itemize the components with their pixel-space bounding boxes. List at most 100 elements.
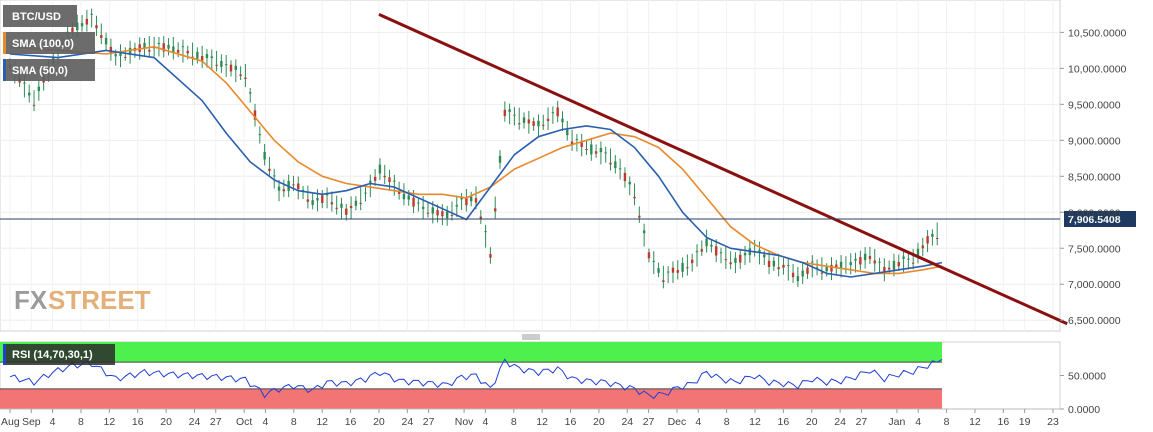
- candle-body: [686, 267, 689, 269]
- main-y-axis: 10,500.0000 10,000.0000 9,500.0000 9,000.00…: [1060, 27, 1127, 327]
- candle-body: [820, 272, 824, 274]
- candle-body: [825, 266, 828, 272]
- candle-body: [681, 262, 684, 272]
- candle-body: [474, 198, 478, 203]
- candle-body: [393, 180, 396, 182]
- rsi-legend-box: [3, 344, 115, 365]
- candle-body: [585, 149, 588, 151]
- candle-body: [143, 42, 146, 48]
- candle-body: [892, 260, 896, 270]
- candle-body: [791, 272, 795, 278]
- price-series: [8, 8, 939, 289]
- candle-body: [758, 249, 761, 253]
- candle-body: [186, 50, 189, 54]
- candle-body: [417, 202, 420, 204]
- candle-body: [599, 148, 603, 153]
- candle-body: [743, 253, 747, 256]
- candle-body: [253, 110, 257, 120]
- candle-body: [580, 141, 583, 147]
- candle-body: [883, 266, 886, 274]
- candle-body: [349, 205, 353, 209]
- x-tick-label: 8: [291, 416, 297, 428]
- candle-body: [556, 107, 559, 117]
- candle-body: [306, 199, 310, 202]
- candle-body: [638, 215, 641, 218]
- candle-body: [354, 200, 358, 206]
- candle-body: [119, 53, 122, 57]
- candle-body: [229, 64, 233, 72]
- candle-body: [498, 155, 502, 163]
- legend-label: SMA (50,0): [12, 65, 68, 77]
- candle-body: [570, 141, 574, 145]
- candle-body: [364, 192, 367, 194]
- candle-body: [849, 262, 852, 266]
- candle-body: [887, 267, 891, 270]
- candle-body: [277, 186, 281, 191]
- x-tick-label: Dec: [668, 416, 687, 428]
- candle-body: [445, 211, 449, 218]
- candle-body: [835, 264, 838, 269]
- candle-body: [273, 175, 276, 177]
- candle-body: [705, 238, 708, 247]
- y-tick-label: 7,500.0000: [1068, 243, 1121, 255]
- y-tick-label: 8,000.0000: [1068, 207, 1121, 219]
- candle-body: [297, 183, 300, 190]
- candle-body: [465, 197, 468, 206]
- candle-body: [162, 43, 165, 52]
- trendline-group: [378, 13, 1068, 326]
- candle-body: [642, 230, 646, 234]
- rsi-line: [9, 358, 943, 400]
- candle-body: [176, 49, 180, 53]
- candle-body: [191, 56, 194, 58]
- candle-body: [604, 152, 607, 154]
- candle-body: [469, 196, 473, 202]
- x-tick-label: Sep: [22, 416, 41, 428]
- candle-body: [662, 280, 665, 283]
- rsi-zones: [0, 342, 942, 409]
- candle-body: [359, 202, 362, 204]
- legend-swatch: [3, 5, 6, 27]
- candle-body: [772, 260, 776, 267]
- candle-body: [806, 267, 809, 274]
- candle-body: [220, 60, 223, 67]
- candle-body: [200, 56, 204, 61]
- x-tick-label: 27: [643, 416, 655, 428]
- rsi-y-tick-label: 50.0000: [1068, 371, 1106, 383]
- candle-body: [566, 129, 569, 136]
- candle-body: [215, 64, 218, 66]
- x-tick-label: 24: [834, 416, 846, 428]
- sma50-series: [9, 49, 943, 278]
- brand-logo: FX STREET: [14, 285, 151, 315]
- candle-body: [522, 117, 526, 123]
- candle-body: [340, 203, 343, 208]
- candle-body: [868, 256, 872, 260]
- x-tick-label: 8: [724, 416, 730, 428]
- candle-body: [85, 18, 89, 25]
- sma100-line: [9, 46, 943, 275]
- candle-body: [124, 56, 127, 58]
- x-tick-label: 24: [621, 416, 633, 428]
- rsi-y-tick-label: 0.0000: [1068, 404, 1100, 416]
- candle-body: [575, 139, 579, 141]
- candle-body: [767, 260, 771, 268]
- candle-body: [878, 261, 881, 263]
- legend-item: SMA (100,0): [3, 32, 95, 54]
- x-tick-label: 16: [997, 416, 1009, 428]
- candle-body: [196, 51, 199, 59]
- candle-body: [426, 212, 430, 214]
- candle-body: [830, 264, 833, 272]
- candle-body: [460, 197, 463, 200]
- candle-body: [734, 257, 737, 263]
- rsi-series: [9, 358, 943, 400]
- candle-body: [489, 254, 492, 258]
- last-price-label: 7,906.5408: [1068, 214, 1121, 226]
- candle-body: [710, 244, 713, 247]
- candle-body: [316, 198, 319, 201]
- candle-body: [431, 207, 434, 214]
- candle-body: [388, 177, 391, 183]
- candle-body: [90, 13, 93, 15]
- candle-body: [152, 47, 156, 49]
- panel-resize-handle[interactable]: [522, 334, 540, 340]
